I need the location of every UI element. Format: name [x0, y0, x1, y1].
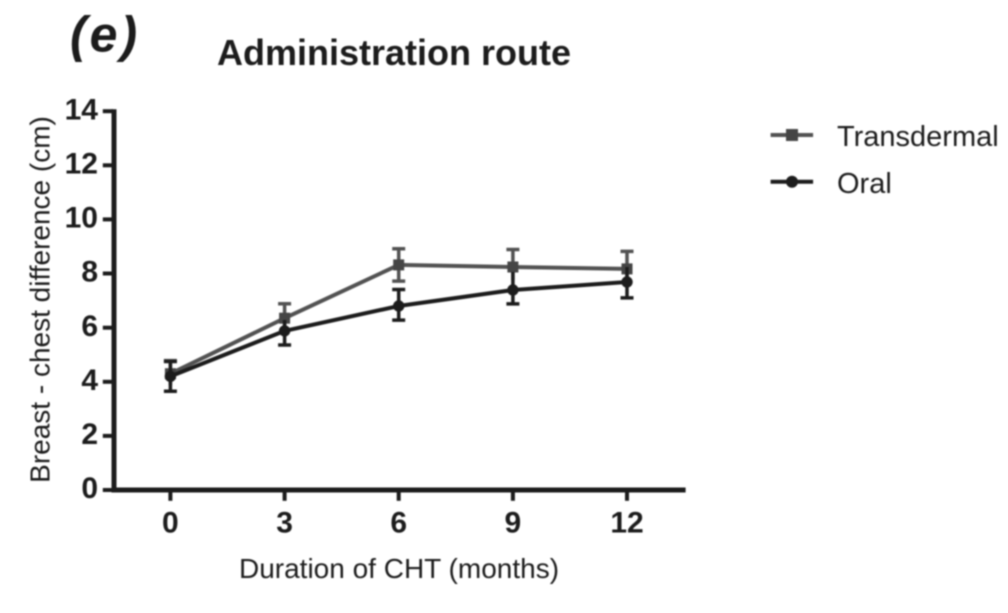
svg-text:(e): (e)	[70, 7, 140, 63]
svg-text:2: 2	[81, 418, 98, 451]
svg-text:10: 10	[65, 202, 98, 235]
svg-text:14: 14	[65, 93, 99, 126]
svg-text:Administration route: Administration route	[217, 32, 571, 73]
svg-text:12: 12	[65, 148, 98, 181]
svg-text:Breast - chest difference (cm): Breast - chest difference (cm)	[25, 116, 56, 483]
svg-text:8: 8	[81, 256, 98, 289]
svg-text:0: 0	[162, 507, 179, 540]
svg-text:6: 6	[390, 507, 407, 540]
svg-text:12: 12	[610, 507, 643, 540]
svg-text:Transdermal: Transdermal	[837, 121, 999, 153]
svg-text:4: 4	[81, 364, 98, 397]
svg-text:Duration of CHT (months): Duration of CHT (months)	[239, 553, 559, 584]
svg-text:Oral: Oral	[837, 168, 892, 200]
svg-text:9: 9	[505, 507, 522, 540]
svg-text:6: 6	[81, 310, 98, 343]
svg-text:3: 3	[276, 507, 293, 540]
svg-text:0: 0	[81, 472, 98, 505]
